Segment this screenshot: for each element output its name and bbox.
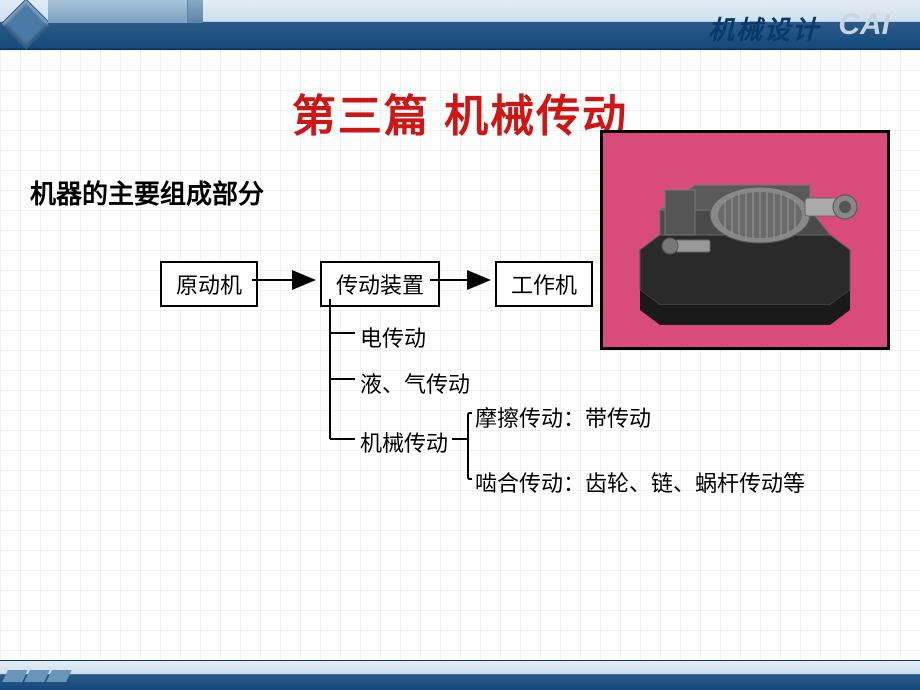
footer-stripes xyxy=(5,669,71,687)
header-divider xyxy=(48,23,203,25)
flow-diagram: 原动机 传动装置 工作机 电传动 液、气传动 机械传动 摩擦传动：带传动 啮合传… xyxy=(30,261,890,561)
slide-content: 第三篇 机械传动 机器的主要组成部分 原动 xyxy=(0,50,920,660)
corner-logo xyxy=(1,0,52,49)
item-friction: 摩擦传动：带传动 xyxy=(475,401,651,433)
header-title: 机械设计 xyxy=(708,10,820,47)
header-suffix: CAI xyxy=(838,8,890,42)
item-electric: 电传动 xyxy=(360,321,426,353)
item-meshing: 啮合传动：齿轮、链、蜗杆传动等 xyxy=(475,466,805,498)
item-hydraulic: 液、气传动 xyxy=(360,367,470,399)
box-working-machine: 工作机 xyxy=(495,261,593,307)
header-bar: 机械设计 CAI xyxy=(0,0,920,50)
item-mechanical: 机械传动 xyxy=(360,426,448,458)
header-tab-light xyxy=(48,0,188,23)
box-prime-mover: 原动机 xyxy=(160,261,258,307)
footer-bar xyxy=(0,660,920,690)
box-transmission: 传动装置 xyxy=(320,261,440,307)
header-tab-dark xyxy=(188,0,203,23)
